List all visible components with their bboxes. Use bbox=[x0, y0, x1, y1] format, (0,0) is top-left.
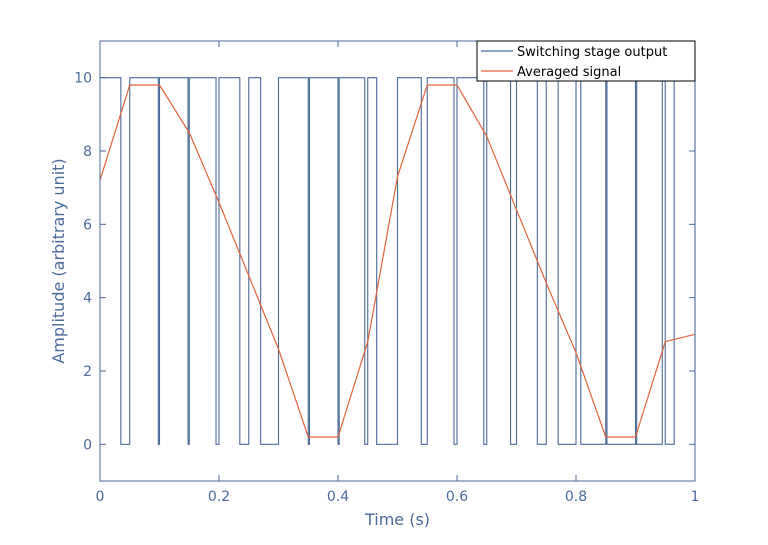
y-tick-label: 6 bbox=[83, 217, 92, 233]
y-tick-label: 4 bbox=[83, 291, 92, 307]
series-layer bbox=[99, 77, 696, 445]
y-tick-label: 8 bbox=[83, 144, 92, 160]
x-tick-label: 0.6 bbox=[446, 489, 468, 505]
legend: Switching stage output Averaged signal bbox=[476, 40, 696, 82]
x-tick-label: 0.4 bbox=[327, 489, 349, 505]
x-tick-label: 0.8 bbox=[565, 489, 587, 505]
y-axis-label: Amplitude (arbitrary unit) bbox=[49, 158, 68, 363]
x-tick-label: 0.2 bbox=[208, 489, 230, 505]
axes-frame bbox=[99, 40, 696, 482]
y-tick-label: 10 bbox=[74, 71, 92, 87]
legend-label-switching: Switching stage output bbox=[517, 45, 667, 60]
y-tick-label: 2 bbox=[83, 364, 92, 380]
y-tick-label: 0 bbox=[83, 437, 92, 453]
series-averaged-signal bbox=[99, 84, 696, 438]
legend-label-averaged: Averaged signal bbox=[517, 65, 621, 80]
legend-box bbox=[476, 40, 696, 82]
x-tick-label: 0 bbox=[96, 489, 105, 505]
x-tick-label: 1 bbox=[691, 489, 700, 505]
x-axis-label: Time (s) bbox=[364, 510, 430, 529]
